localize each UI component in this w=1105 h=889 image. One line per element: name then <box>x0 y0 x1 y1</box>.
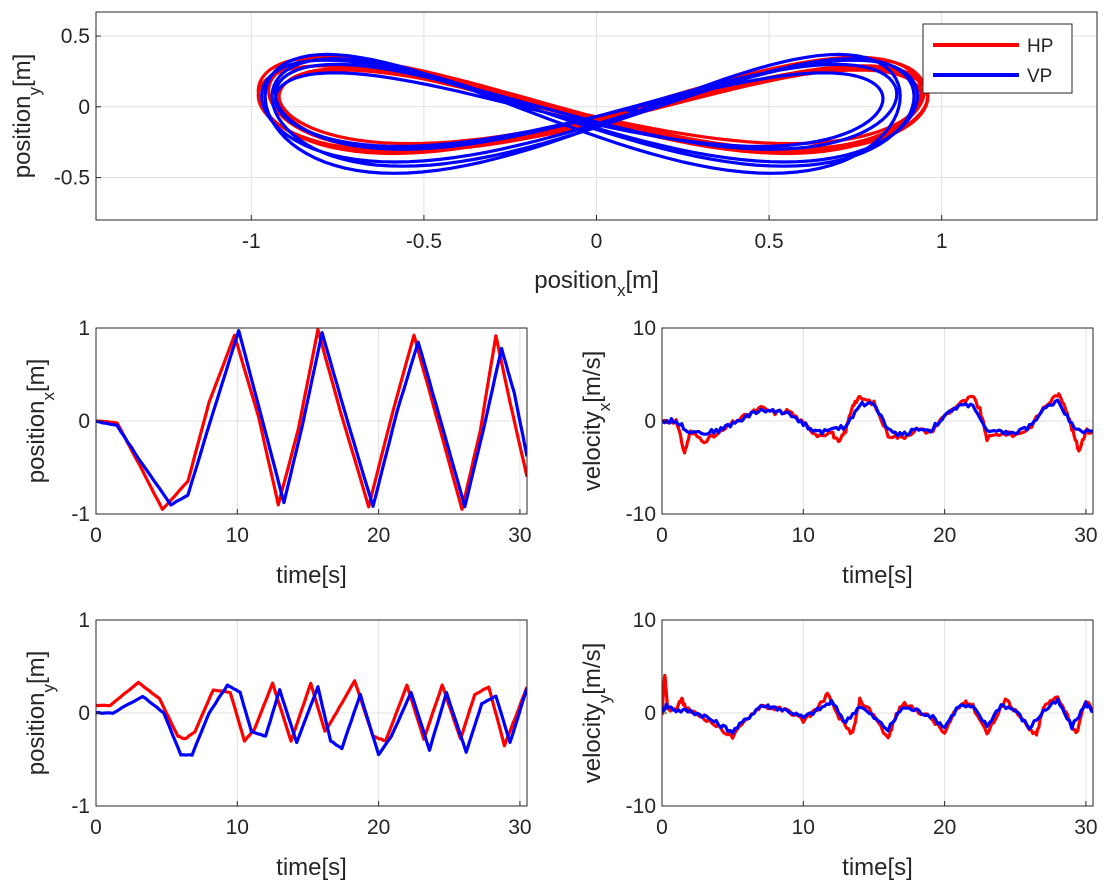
y-tick-label: 0 <box>644 702 656 725</box>
series-line-vp <box>96 683 527 757</box>
x-tick-label: 20 <box>933 524 956 547</box>
x-tick-label: 0 <box>656 524 668 547</box>
x-axis-label-unit: [m] <box>625 267 658 294</box>
legend-label-vp: VP <box>1027 66 1052 87</box>
series-line-vp <box>96 329 527 509</box>
y-axis-label-subscript: y <box>25 87 44 96</box>
x-tick-label: 0 <box>591 230 603 253</box>
x-axis-label: positionx[m] <box>534 267 659 300</box>
series-line-vp <box>662 697 1093 735</box>
series-line-hp <box>96 328 527 511</box>
y-tick-label: -10 <box>626 795 656 818</box>
y-tick-label: 0 <box>644 410 656 433</box>
y-axis-label-main: velocity <box>579 703 606 783</box>
y-tick-label: -0.5 <box>54 167 90 190</box>
x-tick-label: 10 <box>792 524 815 547</box>
y-axis-label-unit: [m] <box>23 359 50 392</box>
x-tick-label: -0.5 <box>406 230 442 253</box>
y-axis-label-unit: [m/s] <box>579 643 606 695</box>
y-axis-label: positiony[m] <box>23 651 58 776</box>
y-axis-label-subscript: x <box>39 392 58 401</box>
x-tick-label: 10 <box>792 816 815 839</box>
y-axis-label-main: position <box>9 96 36 179</box>
y-tick-label: 0.5 <box>61 25 90 48</box>
x-axis-label: time[s] <box>842 854 913 881</box>
y-axis-label-main: velocity <box>579 411 606 491</box>
y-tick-label: -10 <box>626 503 656 526</box>
x-tick-label: 30 <box>508 816 531 839</box>
y-axis-label-unit: [m] <box>23 651 50 684</box>
y-tick-label: -1 <box>71 795 90 818</box>
x-tick-label: 0 <box>656 816 668 839</box>
chart-traj: -1 -0.5 0 0.5 1-0.500.5positionx[m]positiony… <box>9 11 1098 300</box>
y-axis-label-unit: [m] <box>9 54 36 87</box>
x-axis-label: time[s] <box>276 854 347 881</box>
x-tick-label: 0 <box>90 816 102 839</box>
x-axis-label-main: position <box>534 267 617 294</box>
x-axis-label-subscript: x <box>617 281 626 300</box>
x-axis-label: time[s] <box>842 562 913 589</box>
legend-label-hp: HP <box>1027 36 1053 57</box>
y-tick-label: 0 <box>78 96 90 119</box>
y-axis-label-main: position <box>23 693 50 776</box>
y-tick-label: 0 <box>78 702 90 725</box>
y-tick-label: -1 <box>71 503 90 526</box>
x-axis-label-main: time[s] <box>842 562 913 589</box>
y-axis-label-subscript: y <box>595 694 614 703</box>
y-tick-label: 10 <box>633 317 656 340</box>
series-line-hp <box>96 679 527 748</box>
x-tick-label: 30 <box>508 524 531 547</box>
legend-box <box>922 23 1073 94</box>
legend: HP VP <box>922 23 1073 94</box>
x-tick-label: 10 <box>226 816 249 839</box>
x-axis-label: time[s] <box>276 562 347 589</box>
y-axis-label-subscript: x <box>595 402 614 411</box>
x-tick-label: 30 <box>1074 524 1097 547</box>
x-axis-label-main: time[s] <box>276 854 347 881</box>
y-tick-label: 10 <box>633 609 656 632</box>
series-line-vp <box>662 398 1093 438</box>
y-axis-label-subscript: y <box>39 684 58 693</box>
y-tick-label: 1 <box>78 609 90 632</box>
x-tick-label: 20 <box>367 816 390 839</box>
x-axis-label-main: time[s] <box>276 562 347 589</box>
y-axis-label: velocityx[m/s] <box>579 351 614 492</box>
x-tick-label: 20 <box>933 816 956 839</box>
y-axis-label: positiony[m] <box>9 54 44 179</box>
y-axis-label-unit: [m/s] <box>579 351 606 403</box>
y-tick-label: 1 <box>78 317 90 340</box>
x-axis-label-main: time[s] <box>842 854 913 881</box>
y-tick-label: 0 <box>78 410 90 433</box>
x-tick-label: 0 <box>90 524 102 547</box>
x-tick-label: 1 <box>936 230 948 253</box>
x-tick-label: 10 <box>226 524 249 547</box>
y-axis-label: velocityy[m/s] <box>579 643 614 784</box>
x-tick-label: 30 <box>1074 816 1097 839</box>
x-tick-label: 20 <box>367 524 390 547</box>
x-tick-label: 0.5 <box>754 230 783 253</box>
y-axis-label-main: position <box>23 401 50 484</box>
x-tick-label: -1 <box>242 230 261 253</box>
series-line-vp <box>260 52 920 175</box>
y-axis-label: positionx[m] <box>23 359 58 484</box>
